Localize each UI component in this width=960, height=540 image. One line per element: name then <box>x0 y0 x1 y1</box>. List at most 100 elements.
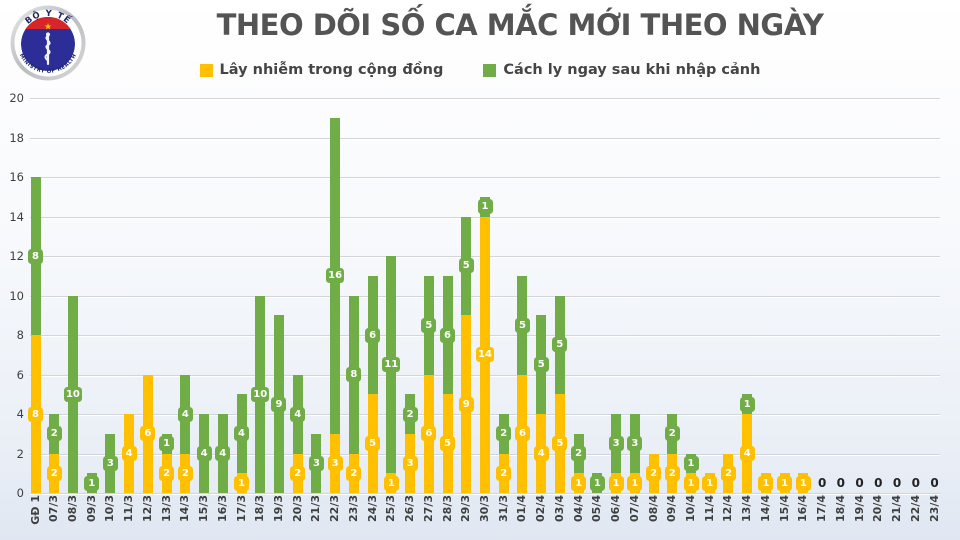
data-label: 4 <box>234 426 250 442</box>
data-label: 3 <box>308 455 324 471</box>
data-label: 5 <box>421 317 437 333</box>
data-label: 5 <box>533 357 549 373</box>
data-label: 1 <box>627 475 643 491</box>
data-label: 4 <box>739 446 755 461</box>
data-label: 3 <box>327 455 343 471</box>
data-label: 2 <box>159 465 175 481</box>
x-axis-label: 27/3 <box>421 495 435 522</box>
x-axis-label: 16/4 <box>796 495 810 522</box>
gridline <box>30 137 940 139</box>
data-label: 1 <box>589 475 605 491</box>
data-label: 10 <box>63 386 82 402</box>
data-label: 8 <box>28 248 43 264</box>
y-axis-label: 18 <box>9 130 24 145</box>
ministry-of-health-logo: ★ BỘ Y TẾ MINISTRY OF HEALTH <box>10 5 86 81</box>
legend-label-quarantine: Cách ly ngay sau khi nhập cảnh <box>503 62 761 78</box>
x-axis-label: 13/4 <box>740 495 754 522</box>
data-label: 4 <box>196 446 212 461</box>
data-label: 2 <box>664 426 680 442</box>
data-label: 8 <box>28 406 43 422</box>
x-axis-label: 19/3 <box>271 495 285 522</box>
data-label: 1 <box>608 475 624 491</box>
data-label: 3 <box>627 436 643 452</box>
data-label: 6 <box>514 426 530 442</box>
legend-label-community: Lây nhiễm trong cộng đồng <box>219 62 444 78</box>
x-axis-label: 22/3 <box>328 495 342 522</box>
x-axis-label: 20/4 <box>871 495 885 522</box>
data-label: 1 <box>758 475 774 491</box>
y-axis-label: 10 <box>9 288 24 303</box>
data-label: 2 <box>46 426 62 442</box>
data-label: 5 <box>552 436 568 452</box>
data-label: 16 <box>326 268 345 284</box>
x-axis-label: 05/4 <box>590 495 604 522</box>
zero-value-label: 0 <box>817 476 827 490</box>
data-label: 1 <box>683 455 699 471</box>
bar-chart: 0 2 4 6 8 10 12 14 16 18 20 8 8 2 2 10 1 3 4 6 2 1 2 4 4 4 1 4 10 9 2… <box>0 91 960 500</box>
x-axis-label: 18/4 <box>833 495 847 522</box>
data-label: 4 <box>533 446 549 461</box>
x-axis-label: 28/3 <box>440 495 454 522</box>
x-axis-label: 17/3 <box>234 495 248 522</box>
data-label: 1 <box>739 396 755 412</box>
y-axis-label: 4 <box>16 407 24 421</box>
x-axis-label: 15/4 <box>777 495 791 522</box>
x-axis-label: 08/3 <box>65 495 79 522</box>
legend-swatch-quarantine <box>483 63 497 77</box>
data-label: 2 <box>571 446 587 461</box>
data-label: 4 <box>215 446 231 461</box>
data-label: 1 <box>159 436 175 452</box>
x-axis-label: 17/4 <box>815 495 829 522</box>
data-label: 10 <box>251 386 270 402</box>
x-axis-label: 16/3 <box>215 495 229 522</box>
data-label: 4 <box>121 446 137 461</box>
data-label: 2 <box>720 465 736 481</box>
x-axis-label: 02/4 <box>534 495 548 522</box>
data-label: 2 <box>496 465 512 481</box>
data-label: 1 <box>477 199 493 215</box>
x-axis-label: 15/3 <box>197 495 211 522</box>
x-axis-label: 12/4 <box>721 495 735 522</box>
zero-value-label: 0 <box>892 476 902 490</box>
zero-value-label: 0 <box>930 476 939 490</box>
data-label: 6 <box>140 426 156 442</box>
y-axis-label: 16 <box>9 170 24 184</box>
x-axis-label: 22/4 <box>908 495 922 522</box>
x-axis-label: 08/4 <box>646 495 660 522</box>
data-label: 14 <box>476 347 494 363</box>
x-axis-label: 07/4 <box>627 495 641 522</box>
chart-legend: Lây nhiễm trong cộng đồng Cách ly ngay s… <box>0 59 960 81</box>
x-axis-label: 10/3 <box>103 495 117 522</box>
data-label: 5 <box>458 258 474 274</box>
x-axis-label: 14/3 <box>178 495 192 522</box>
data-label: 6 <box>440 327 456 343</box>
data-label: 2 <box>46 465 62 481</box>
zero-value-label: 0 <box>874 476 883 490</box>
zero-value-label: 0 <box>855 476 864 490</box>
logo-star-icon: ★ <box>44 23 52 33</box>
x-axis-label: 26/3 <box>403 495 417 522</box>
x-axis-label: 21/4 <box>890 495 904 522</box>
data-label: 5 <box>365 436 381 452</box>
data-label: 5 <box>552 337 568 353</box>
x-axis-label: 11/3 <box>122 495 136 522</box>
data-label: 5 <box>514 317 530 333</box>
x-axis-label: 18/3 <box>253 495 267 522</box>
x-axis-label: 23/3 <box>346 495 360 522</box>
x-axis-label: 12/3 <box>140 495 154 522</box>
data-label: 2 <box>664 465 680 481</box>
data-label: 1 <box>383 475 399 491</box>
data-label: 5 <box>440 436 456 452</box>
data-label: 8 <box>346 367 362 382</box>
x-axis-label: 01/4 <box>515 495 529 522</box>
y-axis-label: 20 <box>9 91 24 105</box>
data-label: 6 <box>365 327 381 343</box>
data-label: 1 <box>702 475 718 491</box>
data-label: 1 <box>795 475 811 491</box>
y-axis-label: 0 <box>16 486 24 500</box>
x-axis-label: 07/3 <box>47 495 61 522</box>
y-axis-label: 14 <box>9 209 24 224</box>
zero-value-label: 0 <box>911 476 920 490</box>
legend-item-quarantine: Cách ly ngay sau khi nhập cảnh <box>483 62 760 78</box>
legend-item-community: Lây nhiễm trong cộng đồng <box>199 62 444 78</box>
